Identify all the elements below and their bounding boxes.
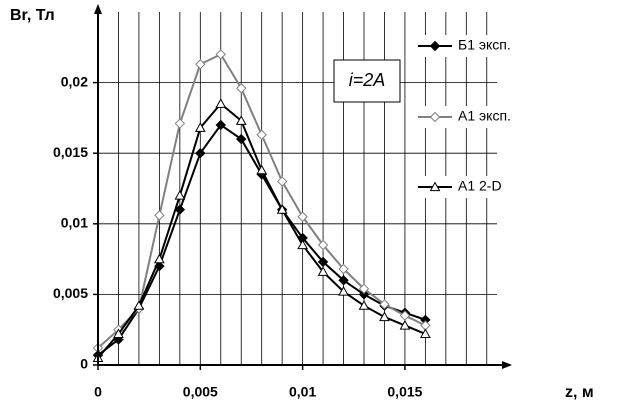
legend: Б1 эксп. А1 эксп. А1 2-D bbox=[414, 35, 554, 198]
y-tick-label: 0,01 bbox=[61, 215, 88, 231]
marker bbox=[420, 328, 431, 339]
legend-bg bbox=[414, 35, 554, 57]
y-tick-label: 0,005 bbox=[53, 285, 88, 301]
marker bbox=[154, 253, 165, 264]
marker bbox=[174, 204, 186, 215]
annotation: i=2A bbox=[349, 70, 386, 90]
annotation-box bbox=[333, 59, 401, 103]
marker bbox=[276, 176, 288, 187]
marker bbox=[174, 118, 186, 129]
marker bbox=[379, 311, 390, 322]
y-tick-label: 0 bbox=[80, 356, 88, 372]
marker bbox=[297, 211, 308, 222]
marker bbox=[317, 266, 329, 276]
legend-label: Б1 эксп. bbox=[458, 37, 511, 53]
marker bbox=[195, 59, 206, 70]
marker bbox=[338, 275, 349, 286]
x-arrow bbox=[502, 361, 512, 369]
marker bbox=[317, 239, 329, 251]
marker bbox=[215, 98, 227, 108]
legend-label: А1 эксп. bbox=[458, 108, 511, 124]
marker bbox=[358, 300, 370, 310]
marker bbox=[399, 319, 411, 330]
marker bbox=[195, 147, 206, 159]
legend-marker bbox=[429, 181, 441, 192]
marker bbox=[133, 300, 145, 310]
legend-marker bbox=[429, 40, 441, 52]
marker bbox=[379, 299, 390, 310]
x-tick-label: 0,01 bbox=[289, 384, 316, 400]
y-tick-label: 0,015 bbox=[53, 144, 88, 160]
marker bbox=[236, 83, 247, 94]
marker bbox=[215, 119, 226, 131]
marker bbox=[215, 49, 226, 60]
marker bbox=[256, 164, 268, 175]
marker bbox=[338, 286, 349, 296]
legend-bg bbox=[414, 106, 554, 128]
marker bbox=[235, 115, 247, 125]
marker bbox=[194, 122, 206, 132]
x-axis-label: z, м bbox=[565, 384, 594, 401]
x-tick-label: 0,015 bbox=[387, 384, 422, 400]
marker bbox=[174, 190, 186, 200]
marker bbox=[297, 239, 308, 250]
marker bbox=[338, 263, 349, 275]
marker bbox=[276, 204, 288, 214]
marker bbox=[256, 129, 267, 141]
legend-bg bbox=[414, 176, 554, 198]
legend-marker bbox=[429, 111, 441, 123]
marker bbox=[358, 283, 370, 294]
y-tick-label: 0,02 bbox=[61, 73, 88, 89]
marker bbox=[154, 210, 165, 221]
x-tick-label: 0 bbox=[94, 384, 102, 400]
marker bbox=[236, 133, 247, 145]
x-tick-label: 0,005 bbox=[183, 384, 218, 400]
marker bbox=[113, 328, 124, 339]
plot bbox=[92, 49, 431, 363]
legend-label: А1 2-D bbox=[458, 178, 502, 194]
y-axis-label: Br, Тл bbox=[10, 7, 55, 24]
marker bbox=[358, 289, 370, 300]
y-arrow bbox=[94, 4, 102, 14]
